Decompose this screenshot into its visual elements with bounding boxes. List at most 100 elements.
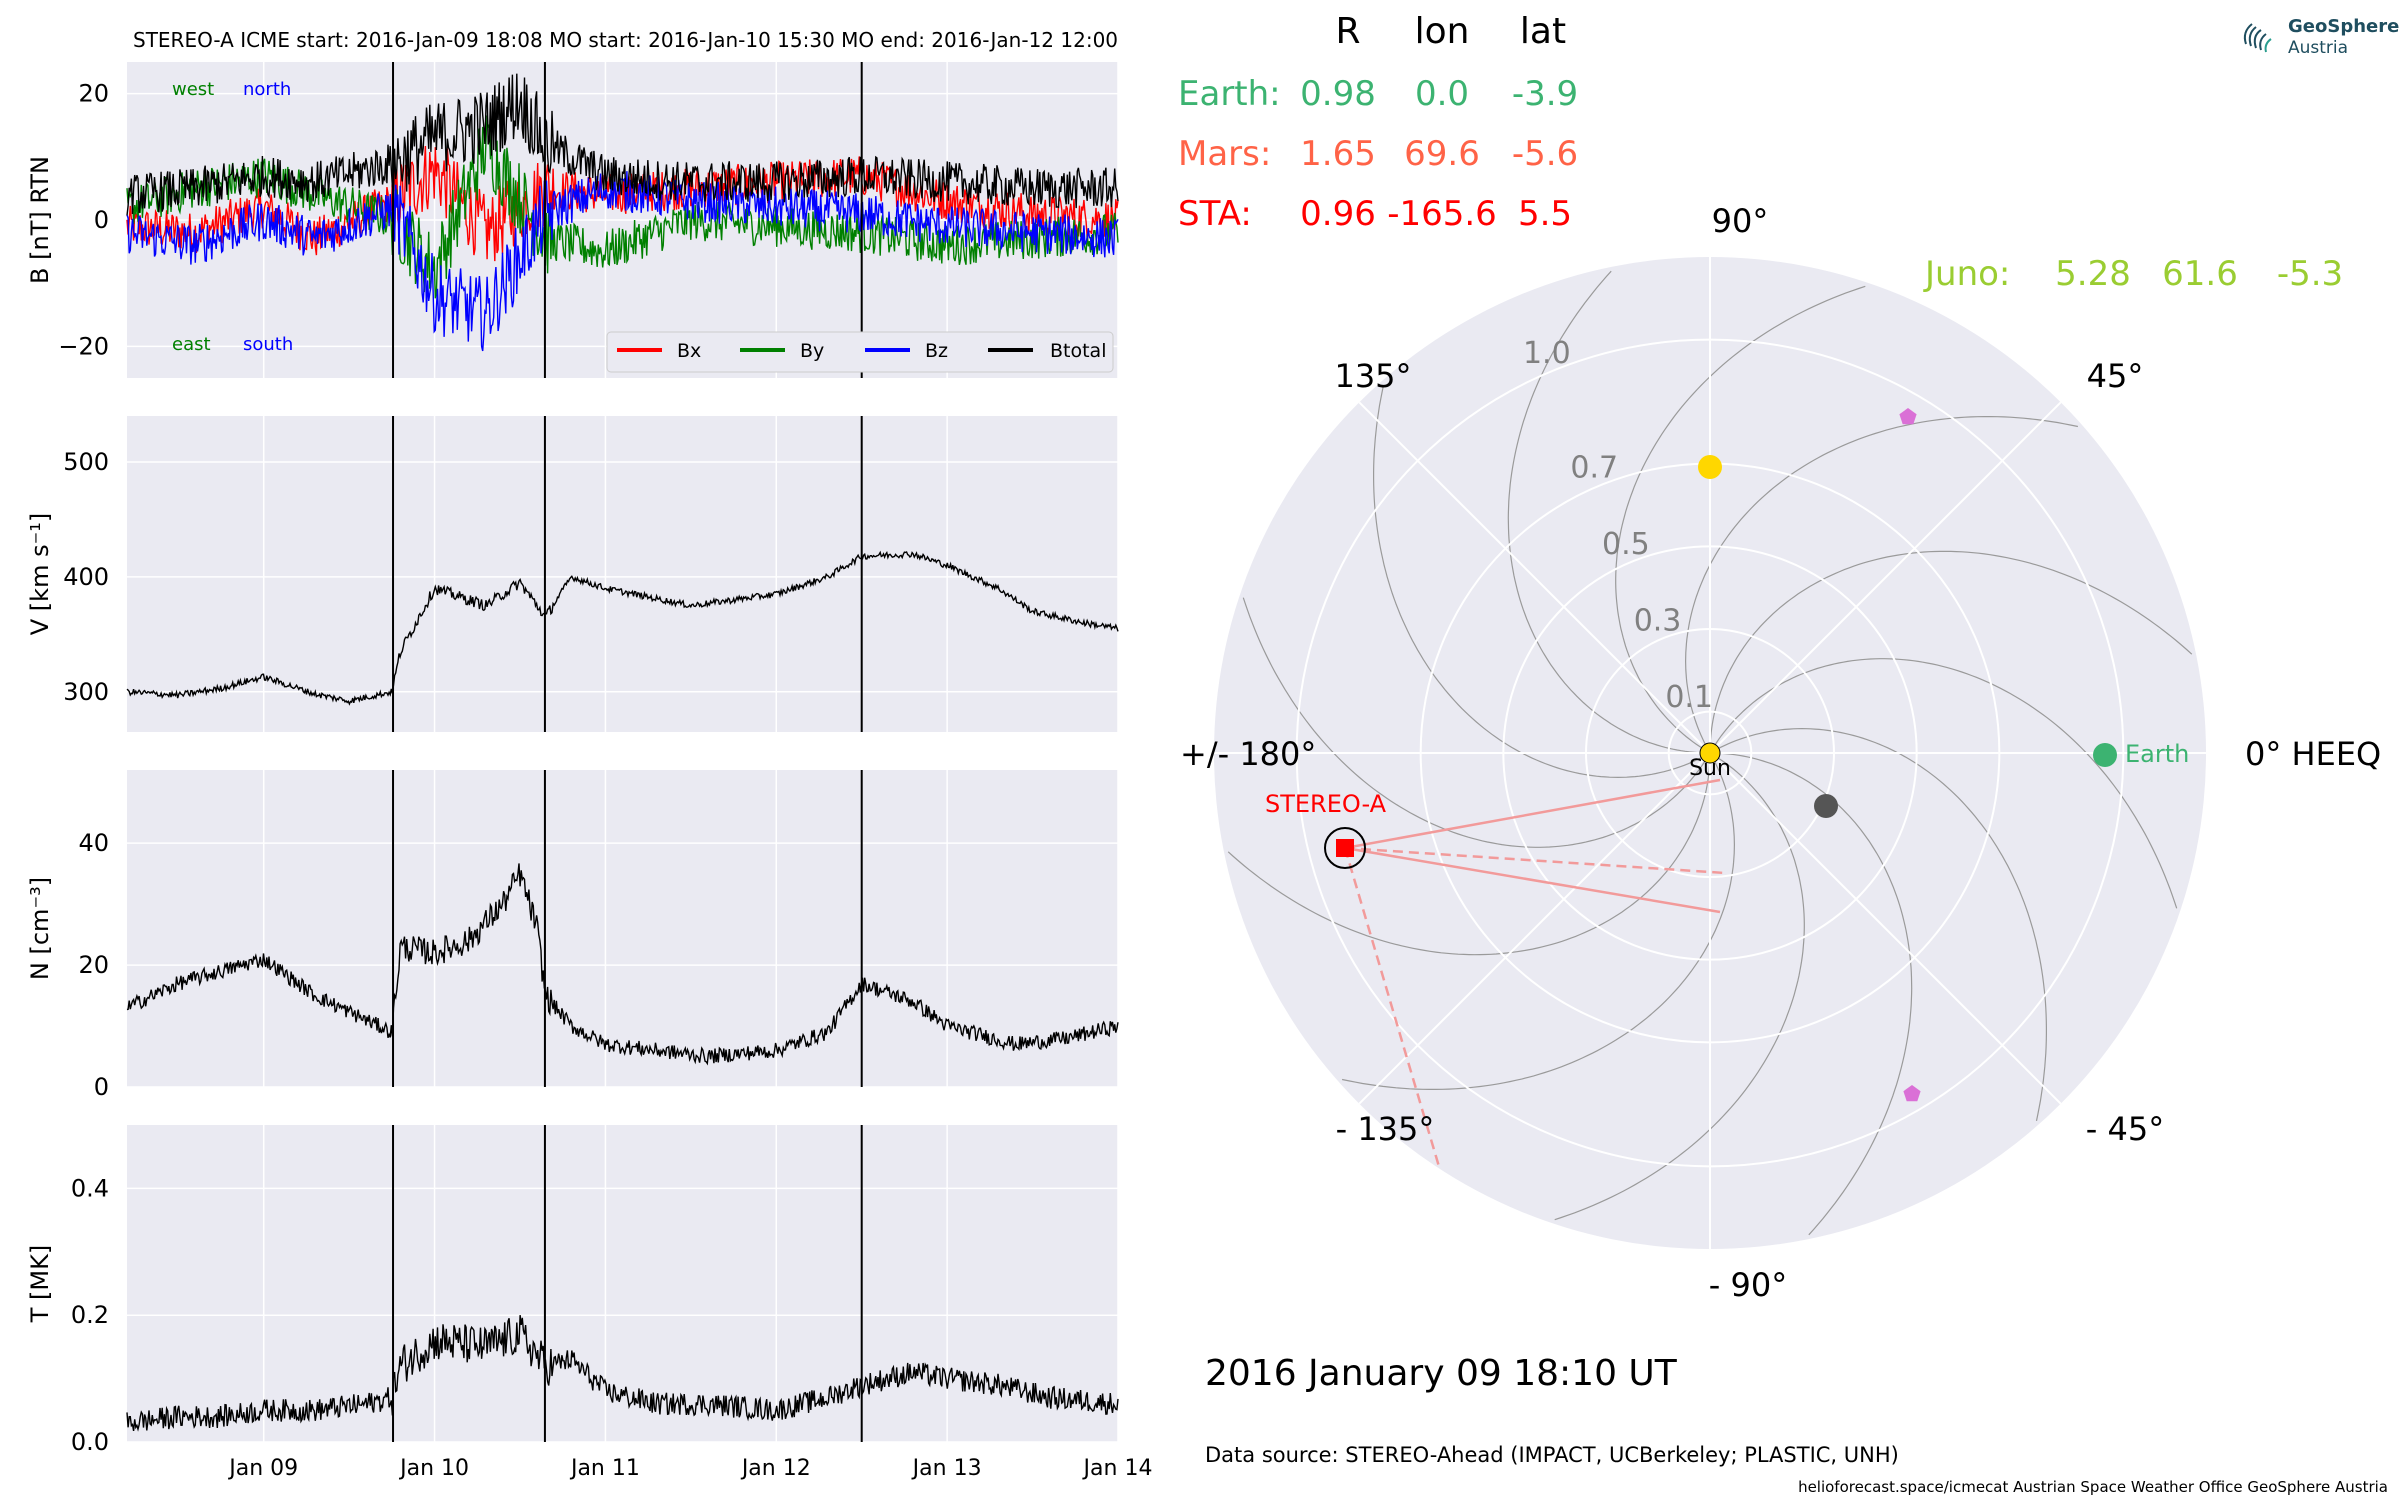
series-line-btotal: [126, 73, 1119, 216]
spiral-line: [1709, 658, 2178, 909]
sun-label: Sun: [1689, 756, 1731, 781]
y-tick-label: 400: [63, 563, 109, 591]
spiral-line: [1615, 285, 1866, 754]
y-axis-label: V [km s⁻¹]: [26, 513, 54, 635]
legend-label-bz: Bz: [925, 340, 948, 362]
earth-marker: [2093, 743, 2117, 767]
radial-tick-label: 0.5: [1602, 527, 1650, 562]
table-name-earth: Earth:: [1178, 74, 1281, 114]
plot-area: [127, 1125, 1118, 1442]
juno-name: Juno:: [1923, 254, 2010, 294]
y-tick-label: −20: [58, 332, 109, 360]
legend: Bx By Bz Btotal: [606, 331, 1114, 373]
legend-label-btotal: Btotal: [1050, 340, 1106, 362]
table-lat-value: 5.5: [1518, 194, 1572, 234]
spiral-line: [1709, 550, 2193, 753]
x-tick-label: Jan 10: [398, 1456, 469, 1481]
table-lon-value: 69.6: [1404, 134, 1480, 174]
juno-r-value: 5.28: [2055, 254, 2131, 294]
y-axis-label: B [nT] RTN: [26, 156, 54, 284]
timeseries-panel-4: 0.0 0.2 0.4 T [MK] Jan 09 Jan 10 Jan 11 Jan 12 J…: [26, 1125, 1152, 1481]
table-name-sta: STA:: [1178, 194, 1252, 234]
y-tick-label: 40: [78, 829, 109, 857]
y-tick-label: 0.4: [71, 1174, 109, 1202]
angle-label-minus-135: - 135°: [1336, 1110, 1435, 1148]
series-line-data: [126, 1315, 1119, 1432]
polar-plot: 0.1 0.3 0.5 0.7 1.0 Sun Earth STEREO-A: [1214, 257, 2206, 1249]
y-tick-label: 300: [63, 678, 109, 706]
angle-label-minus-45: - 45°: [2086, 1110, 2164, 1148]
spiral-line: [1710, 752, 1913, 1236]
pentagon-marker: [1899, 408, 1917, 425]
angle-label-0: 0° HEEQ: [2245, 735, 2381, 773]
plot-area: [127, 770, 1118, 1087]
legend-label-by: By: [800, 340, 824, 362]
angle-label-135: 135°: [1334, 357, 1411, 395]
legend-box: [606, 331, 1114, 373]
table-lon-value: -165.6: [1387, 194, 1497, 234]
spiral-line: [1227, 753, 1711, 956]
label-west: west: [172, 79, 214, 100]
radial-tick-label: 0.7: [1570, 451, 1618, 486]
angular-gridline: [1358, 401, 1711, 754]
series-line-bx: [126, 145, 1119, 262]
timeseries-panel-1: −20 0 20 B [nT] RTN west north east south Bx By Bz…: [26, 62, 1119, 378]
y-tick-label: 20: [78, 80, 109, 108]
logo-line-2: Austria: [2288, 38, 2349, 58]
radial-tick-label: 1.0: [1523, 336, 1571, 371]
series-line-by: [126, 115, 1119, 299]
x-tick-label: Jan 11: [569, 1456, 640, 1481]
timeseries-panel-3: 0 20 40 N [cm⁻³]: [26, 770, 1119, 1101]
sta-marker: [1336, 839, 1354, 857]
y-tick-label: 20: [78, 951, 109, 979]
x-tick-label: Jan 13: [911, 1456, 982, 1481]
angle-label-45: 45°: [2087, 357, 2144, 395]
planet-marker-gray: [1814, 794, 1838, 818]
y-tick-label: 500: [63, 448, 109, 476]
angular-gridline: [1358, 752, 1711, 1105]
table-r-value: 0.98: [1300, 74, 1376, 114]
plot-area: [127, 416, 1118, 732]
timeseries-panel-2: 300 400 500 V [km s⁻¹]: [26, 416, 1119, 732]
y-axis-label: T [MK]: [26, 1245, 54, 1323]
table-lat-value: -3.9: [1512, 74, 1578, 114]
sta-fov-dashed: [1343, 847, 1442, 1171]
legend-label-bx: Bx: [677, 340, 701, 362]
angle-label-90: 90°: [1712, 202, 1769, 240]
spiral-line: [1554, 752, 1805, 1221]
geosphere-logo-icon: [2243, 23, 2272, 53]
label-north: north: [243, 79, 291, 100]
data-source: Data source: STEREO-Ahead (IMPACT, UCBer…: [1205, 1443, 1899, 1467]
series-line-data: [126, 550, 1119, 706]
sta-ring: [1324, 827, 1366, 869]
credits: helioforecast.space/icmecat Austrian Spa…: [1798, 1478, 2388, 1496]
angle-label-minus-90: - 90°: [1709, 1266, 1787, 1304]
y-tick-label: 0.2: [71, 1301, 109, 1329]
x-tick-label: Jan 09: [227, 1456, 298, 1481]
x-tick-label: Jan 14: [1082, 1456, 1153, 1481]
logo-line-1: GeoSphere: [2288, 16, 2400, 37]
earth-label: Earth: [2125, 740, 2189, 768]
radial-tick-label: 0.1: [1665, 680, 1713, 715]
spiral-line: [1341, 752, 1736, 1090]
table-r-value: 1.65: [1300, 134, 1376, 174]
sta-fov-line: [1344, 846, 1721, 914]
juno-lon-value: 61.6: [2162, 254, 2238, 294]
y-tick-label: 0: [94, 1073, 109, 1101]
logo: GeoSphere Austria: [2238, 14, 2399, 64]
series-line-data: [126, 863, 1119, 1066]
planet-marker-yellow: [1698, 455, 1722, 479]
table-header-lon: lon: [1415, 11, 1470, 52]
spiral-line: [1684, 416, 2079, 754]
spiral-line: [1709, 727, 2047, 1122]
spiral-line: [1507, 270, 1710, 754]
chart-header-title: STEREO-A ICME start: 2016-Jan-09 18:08 M…: [133, 28, 1118, 52]
date-label: 2016 January 09 18:10 UT: [1205, 1353, 1678, 1394]
parker-spirals: [1227, 270, 2193, 1236]
pentagon-marker: [1903, 1085, 1921, 1102]
table-lon-value: 0.0: [1415, 74, 1469, 114]
table-lat-value: -5.6: [1512, 134, 1578, 174]
sta-fov-line: [1344, 778, 1721, 850]
sun-marker: [1699, 742, 1721, 764]
